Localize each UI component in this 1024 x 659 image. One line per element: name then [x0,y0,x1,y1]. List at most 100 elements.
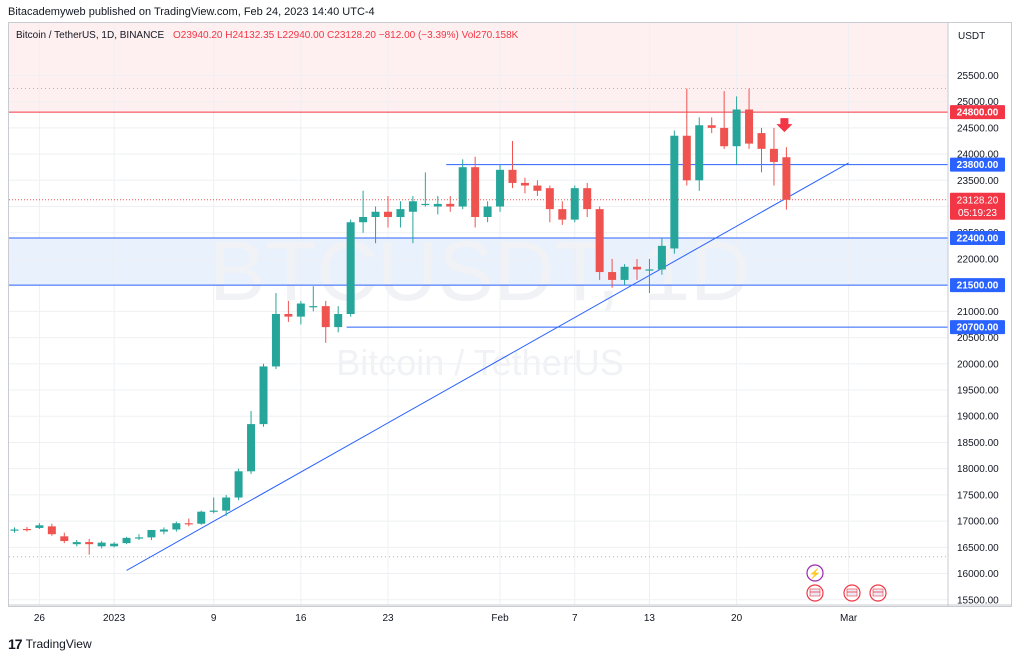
candle-body [35,525,44,528]
publisher-info: Bitacademyweb published on TradingView.c… [8,6,375,18]
level-price-label: 21500.00 [957,281,999,292]
y-tick-label: 16500.00 [957,543,999,554]
candle-body [570,188,579,220]
close-value: C23128.20 [327,30,376,41]
brand-name: TradingView [25,637,92,651]
watermark-name: Bitcoin / TetherUS [336,342,623,383]
level-price-tag [950,230,1005,245]
candle-body [732,109,741,147]
x-tick-label: 2023 [103,613,126,624]
us-flag-event-icon-3-inner [872,588,884,597]
candle-body [757,133,766,149]
low-value: L22940.00 [276,30,325,41]
x-tick-label: Mar [840,613,858,624]
candle-body [707,125,716,128]
candle-body [720,127,729,147]
support-zone [9,237,948,286]
candle-body [222,497,231,511]
symbol-legend: Bitcoin / TetherUS, 1D, BINANCE O23940.2… [16,30,518,41]
candle-body [135,537,143,539]
candle-body [633,266,641,270]
candle-body [558,209,567,220]
candle-body [97,542,106,547]
candle-body [284,314,293,317]
trendline [126,162,849,571]
candle-body [769,148,778,162]
y-tick-label: 18000.00 [957,464,999,475]
level-price-tag [950,278,1005,293]
y-tick-label: 24000.00 [957,150,999,161]
candle-body [496,169,505,207]
candle-body [10,529,19,531]
candle-body [359,217,368,223]
candle-body [745,109,754,144]
candle-body [520,182,529,186]
x-tick-label: 9 [211,613,217,624]
level-price-label: 20700.00 [957,323,999,334]
candle-body [309,306,318,308]
candle-body [433,203,442,207]
candle-body [371,211,380,217]
candle-body [234,471,243,498]
candles-group [10,88,791,555]
candle-body [184,523,193,525]
watermark-ticker: BTCUSDT, 1D [209,224,750,318]
candle-body [483,206,492,217]
candle-body [159,529,168,532]
lightning-event-icon [806,564,824,582]
x-tick-label: 26 [34,613,46,624]
resistance-zone [9,23,948,113]
y-tick-label: 25500.00 [957,71,999,82]
lightning-glyph: ⚡ [809,567,821,580]
y-tick-label: 16000.00 [957,569,999,580]
level-price-tag [950,105,1005,120]
candle-body [533,185,542,191]
y-tick-label: 24500.00 [957,123,999,134]
x-tick-label: 23 [382,613,394,624]
axis-unit-label: USDT [958,31,985,42]
y-tick-label: 18500.00 [957,438,999,449]
candle-body [346,222,355,314]
candle-body [595,209,604,273]
candle-body [645,269,654,271]
candle-body [197,511,206,524]
level-price-label: 22400.00 [957,233,999,244]
level-price-tag [950,157,1005,172]
candle-body [782,157,791,200]
candle-body [471,167,480,217]
candle-body [446,203,455,207]
candle-body [608,272,617,280]
candle-body [22,528,31,531]
candle-body [620,266,629,280]
candle-body [60,536,69,542]
candle-body [583,188,592,210]
countdown-label: 05:19:23 [958,208,997,219]
candle-body [47,526,56,535]
volume-value: Vol270.158K [461,30,519,41]
chart-frame[interactable] [8,22,1012,607]
x-tick-label: 13 [644,613,656,624]
x-tick-label: Feb [491,613,509,624]
level-price-label: 23800.00 [957,160,999,171]
symbol-name[interactable]: Bitcoin / TetherUS, 1D, BINANCE [16,30,165,41]
candle-body [321,306,330,328]
down-arrow-icon [776,118,793,133]
y-tick-label: 19000.00 [957,412,999,423]
x-tick-label: 16 [295,613,307,624]
candle-body [334,314,343,328]
candle-body [247,424,256,472]
y-tick-label: 19500.00 [957,386,999,397]
y-tick-label: 25000.00 [957,97,999,108]
tradingview-footer[interactable]: 17 TradingView [8,636,92,652]
change-value: −812.00 (−3.39%) [378,30,459,41]
y-tick-label: 15500.00 [957,595,999,606]
candle-body [296,303,305,317]
x-tick-label: 20 [731,613,743,624]
candle-body [110,543,119,547]
candle-body [172,523,181,530]
candle-body [670,135,679,249]
candle-body [122,537,131,544]
candle-body [508,169,517,183]
current-price-label: 23128.20 [957,195,999,206]
